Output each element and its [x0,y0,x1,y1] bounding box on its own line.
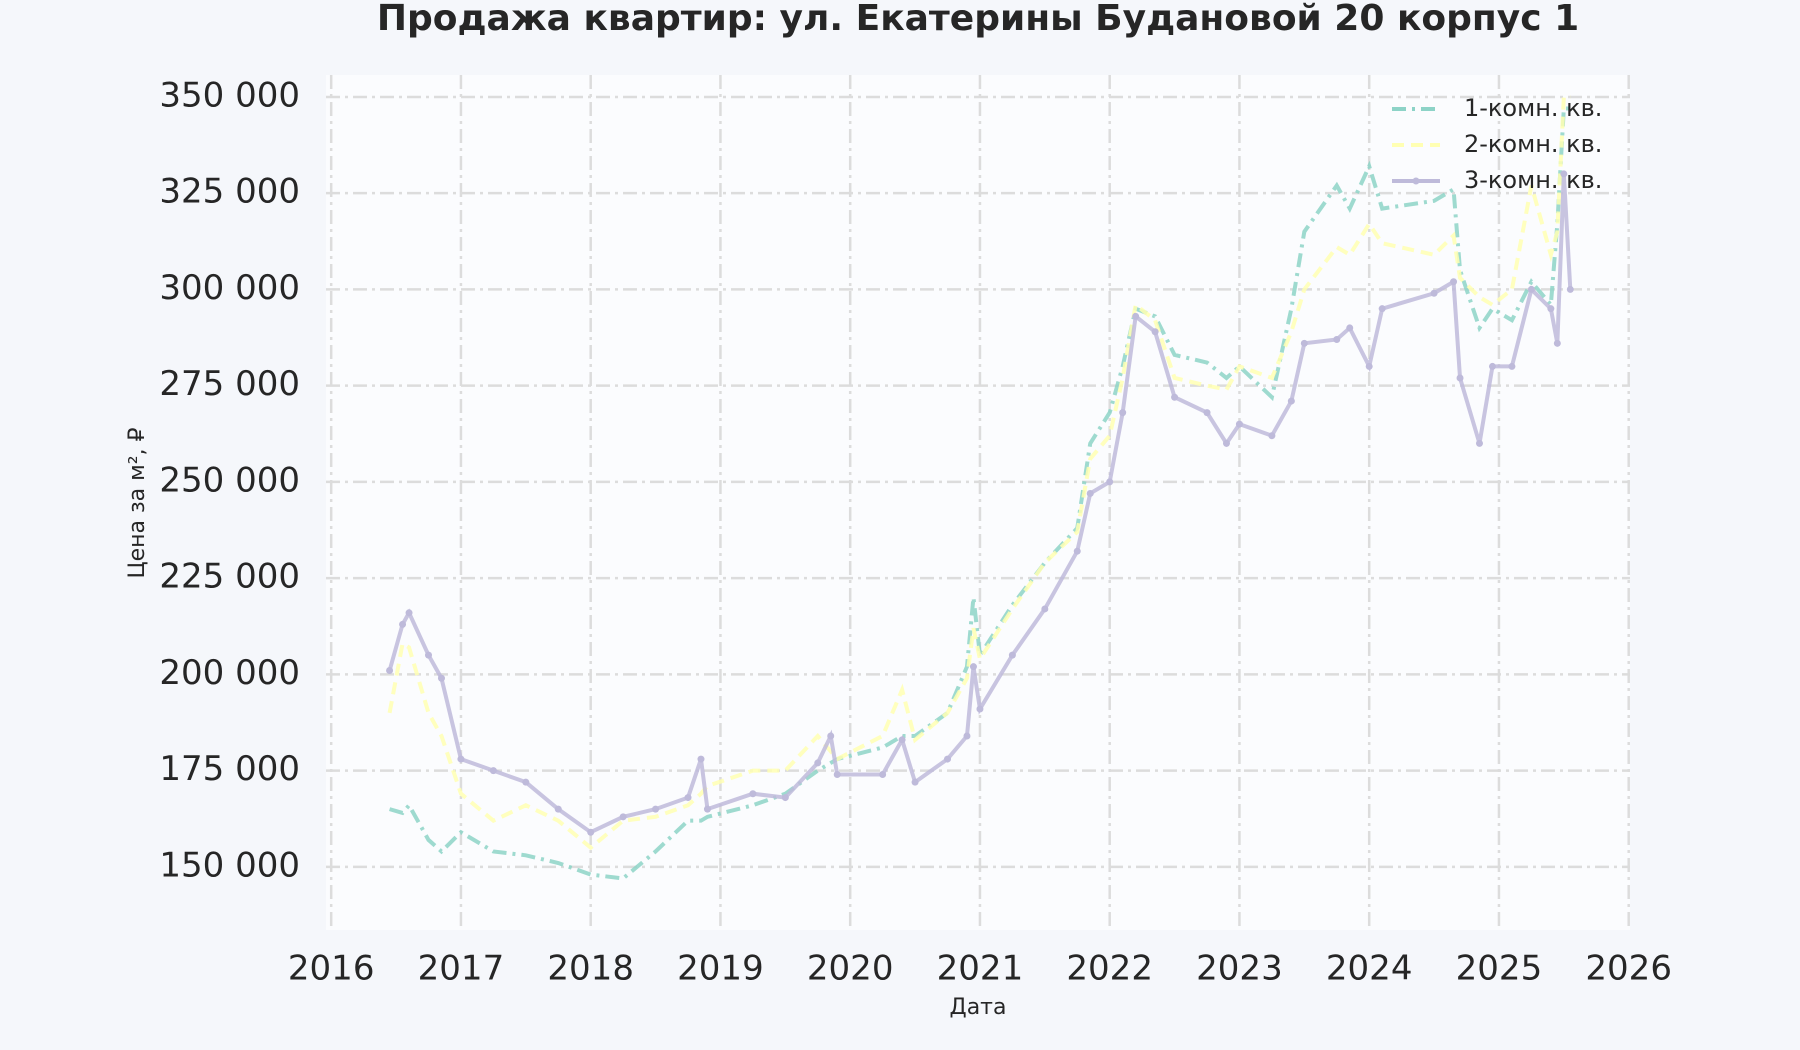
point [963,732,971,740]
y-tick-label: 200 000 [159,653,300,693]
point [522,778,530,786]
y-tick-label: 225 000 [159,557,300,597]
y-tick-label: 325 000 [159,172,300,212]
point [587,828,595,836]
point [1073,547,1081,555]
x-tick-label: 2023 [1196,949,1283,989]
y-tick-label: 250 000 [159,460,300,500]
x-tick-label: 2021 [937,949,1024,989]
x-tick-label: 2022 [1066,949,1153,989]
point [1333,335,1341,343]
point [898,736,906,744]
x-tick-label: 2019 [677,949,764,989]
y-tick-label: 275 000 [159,364,300,404]
point [1287,397,1295,405]
point [969,663,977,671]
point [1560,170,1568,178]
x-tick-label: 2016 [288,949,375,989]
x-tick-label: 2024 [1326,949,1413,989]
point [1346,324,1354,332]
point [386,667,394,675]
point [1008,651,1016,659]
point [833,770,841,778]
plot-area [326,75,1630,930]
x-tick-label: 2020 [807,949,894,989]
point [749,790,757,798]
point [703,805,711,813]
point [399,620,407,628]
point [879,770,887,778]
point [781,794,789,802]
point [1450,278,1458,286]
point [1041,605,1049,613]
legend-label: 1-комн. кв. [1464,94,1602,122]
point [976,705,984,713]
legend-label: 3-комн. кв. [1464,166,1602,194]
x-tick-label: 2018 [547,949,634,989]
point [457,755,465,763]
y-tick-label: 175 000 [159,749,300,789]
point [1235,420,1243,428]
point [697,755,705,763]
point [827,732,835,740]
point [1553,339,1561,347]
point [684,794,692,802]
point [1527,285,1535,293]
point [1430,289,1438,297]
legend-label: 2-комн. кв. [1464,130,1602,158]
point [1378,305,1386,313]
point [619,813,627,821]
point [911,778,919,786]
point [1106,478,1114,486]
point [1456,374,1464,382]
y-tick-label: 150 000 [159,845,300,885]
point [1488,362,1496,370]
point [1132,312,1140,320]
point [1475,439,1483,447]
point [1222,439,1230,447]
point [1203,409,1211,417]
point [1566,285,1574,293]
point [1508,362,1516,370]
y-axis-label: Цена за м², ₽ [125,427,150,578]
point [437,674,445,682]
point [814,759,822,767]
point [1151,328,1159,336]
y-tick-label: 300 000 [159,268,300,308]
point [1547,305,1555,313]
series-line [387,94,1571,851]
x-tick-label: 2017 [418,949,505,989]
point [489,767,497,775]
point [554,805,562,813]
x-tick-label: 2025 [1456,949,1543,989]
x-axis-label: Дата [950,995,1007,1020]
point [1268,432,1276,440]
point [1119,409,1127,417]
point [425,651,433,659]
point [652,805,660,813]
point [1300,339,1308,347]
chart-title: Продажа квартир: ул. Екатерины Будановой… [377,0,1579,39]
y-tick-label: 350 000 [159,75,300,115]
x-tick-label: 2026 [1585,949,1672,989]
point [944,755,952,763]
point [1171,393,1179,401]
legend-marker [1412,177,1420,185]
point [1365,362,1373,370]
point [405,609,413,617]
point [1086,489,1094,497]
